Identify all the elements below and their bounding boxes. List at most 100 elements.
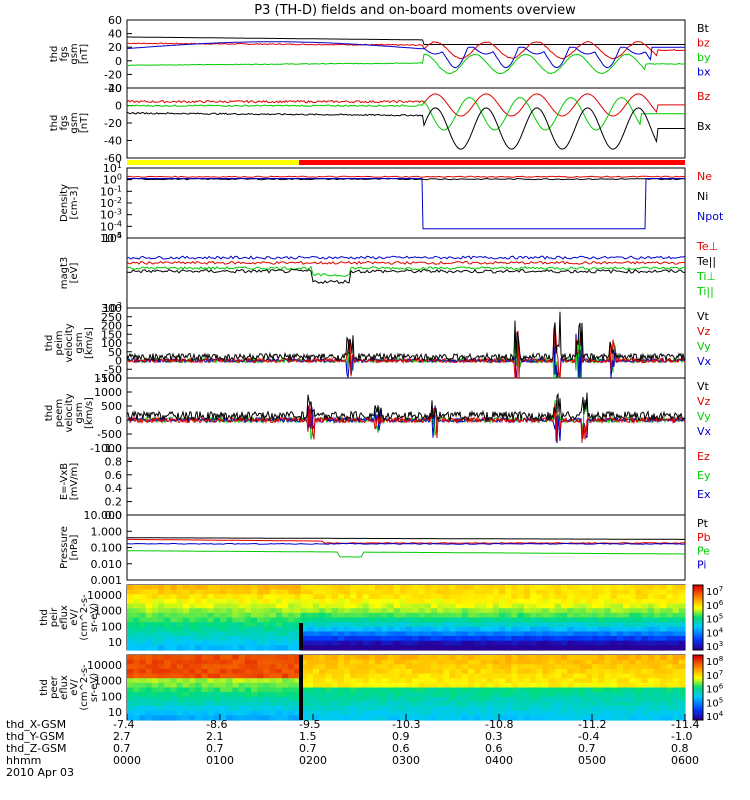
spectrogram-cell <box>505 706 512 712</box>
spectrogram-cell <box>455 622 463 628</box>
ephemeris-value: 2.1 <box>206 730 224 743</box>
spectrogram-cell <box>306 608 314 614</box>
spectrogram-cell <box>381 603 388 609</box>
spectrogram-cell <box>269 594 277 600</box>
spectrogram-cell <box>375 636 382 642</box>
spectrogram-cell <box>418 608 426 614</box>
spectrogram-cell <box>207 626 215 633</box>
spectrogram-cell <box>151 631 159 637</box>
spectrogram-cell <box>474 682 481 689</box>
spectrogram-cell <box>189 622 196 628</box>
spectrogram-cell <box>468 598 475 605</box>
spectrogram-cell <box>418 687 426 693</box>
spectrogram-cell <box>182 598 190 605</box>
spectrogram-cell <box>412 612 419 619</box>
spectrogram-cell <box>232 673 240 679</box>
spectrogram-cell <box>356 603 364 609</box>
spectrogram-cell <box>511 585 519 591</box>
spectrogram-cell <box>344 612 351 619</box>
spectrogram-cell <box>275 692 283 698</box>
spectrogram-cell <box>300 655 308 661</box>
spectrogram-cell <box>393 612 401 619</box>
spectrogram-cell <box>492 659 500 665</box>
axis-ylabel: thd <box>49 115 60 132</box>
spectrogram-cell <box>598 636 605 642</box>
spectrogram-cell <box>474 617 481 623</box>
spectrogram-cell <box>672 645 680 651</box>
y-tick-label: -60 <box>104 152 122 165</box>
spectrogram-cell <box>207 673 215 679</box>
spectrogram-cell <box>592 687 599 693</box>
colorbar-cell <box>693 704 703 708</box>
ephemeris-value: 0500 <box>578 754 606 767</box>
spectrogram-cell <box>492 640 500 646</box>
spectrogram-cell <box>368 678 376 684</box>
colorbar-cell <box>693 632 703 636</box>
spectrogram-cell <box>226 706 233 712</box>
spectrogram-cell <box>393 585 401 591</box>
spectrogram-cell <box>139 687 147 693</box>
spectrogram-cell <box>158 701 165 707</box>
spectrogram-cell <box>257 710 264 716</box>
spectrogram-cell <box>505 636 512 642</box>
spectrogram-cell <box>356 659 364 665</box>
spectrogram-cell <box>573 682 581 689</box>
spectrogram-cell <box>604 710 612 716</box>
spectrogram-cell <box>604 659 612 665</box>
spectrogram-cell <box>523 715 531 721</box>
spectrogram-cell <box>213 626 221 633</box>
spectrogram-cell <box>641 706 649 712</box>
spectrogram-cell <box>635 673 643 679</box>
spectrogram-cell <box>666 636 674 642</box>
spectrogram-cell <box>536 715 543 721</box>
spectrogram-cell <box>461 640 469 646</box>
spectrogram-cell <box>201 612 209 619</box>
spectrogram-cell <box>226 687 233 693</box>
spectrogram-cell <box>567 706 574 712</box>
spectrogram-cell <box>232 664 240 670</box>
spectrogram-cell <box>251 687 258 693</box>
spectrogram-cell <box>325 589 333 595</box>
spectrogram-cell <box>629 626 636 633</box>
spectrogram-cell <box>127 598 134 605</box>
spectrogram-cell <box>176 617 184 623</box>
spectrogram-cell <box>542 673 550 679</box>
spectrogram-cell <box>449 594 457 600</box>
spectrogram-cell <box>269 645 277 651</box>
spectrogram-cell <box>530 589 537 595</box>
spectrogram-cell <box>282 682 289 689</box>
spectrogram-cell <box>647 678 655 684</box>
spectrogram-cell <box>542 687 550 693</box>
spectrogram-cell <box>288 612 295 619</box>
spectrogram-cell <box>275 655 283 661</box>
spectrogram-cell <box>567 715 574 721</box>
spectrogram-cell <box>300 645 308 651</box>
spectrogram-cell <box>145 589 153 595</box>
spectrogram-cell <box>406 701 413 707</box>
spectrogram-cell <box>579 678 587 684</box>
spectrogram-cell <box>238 622 246 628</box>
legend-entry: bx <box>697 66 711 79</box>
spectrogram-cell <box>313 585 320 591</box>
spectrogram-cell <box>387 687 395 693</box>
spectrogram-cell <box>505 612 512 619</box>
spectrogram-cell <box>399 594 407 600</box>
spectrogram-cell <box>561 594 568 600</box>
spectrogram-cell <box>573 668 581 675</box>
spectrogram-cell <box>151 668 159 675</box>
spectrogram-cell <box>592 668 599 675</box>
spectrogram-cell <box>406 682 413 689</box>
spectrogram-cell <box>461 589 469 595</box>
spectrogram-cell <box>461 715 469 721</box>
spectrogram-cell <box>201 696 209 703</box>
spectrogram-cell <box>424 636 432 642</box>
spectrogram-cell <box>511 598 519 605</box>
spectrogram-cell <box>356 622 364 628</box>
spectrogram-cell <box>275 706 283 712</box>
spectrogram-cell <box>480 612 488 619</box>
spectrogram-cell <box>406 603 413 609</box>
spectrogram-cell <box>337 585 345 591</box>
spectrogram-cell <box>585 589 593 595</box>
spectrogram-cell <box>449 626 457 633</box>
spectrogram-cell <box>381 678 388 684</box>
